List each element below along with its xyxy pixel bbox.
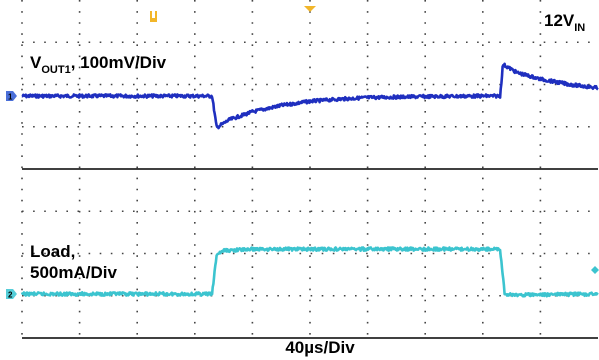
channel-1-label: VOUT1, 100mV/Div	[30, 53, 167, 76]
time-scale-label: 40µs/Div	[285, 338, 355, 357]
input-voltage-label: 12VIN	[544, 11, 585, 34]
channel-1-trace	[21, 62, 599, 130]
channel-2-offset-marker	[591, 266, 599, 274]
channel-2-label-line2: 500mA/Div	[30, 263, 117, 282]
trigger-marker	[304, 6, 316, 12]
svg-text:2: 2	[8, 291, 13, 300]
channel-2-label-line1: Load,	[30, 242, 75, 261]
graticule	[21, 0, 598, 339]
svg-text:1: 1	[8, 93, 13, 102]
channel-1-ground-marker: 1	[6, 91, 17, 102]
channel-2-ground-marker: 2	[6, 289, 17, 300]
channel-2-trace	[20, 246, 599, 298]
traces	[20, 62, 599, 298]
position-marker	[150, 11, 157, 22]
